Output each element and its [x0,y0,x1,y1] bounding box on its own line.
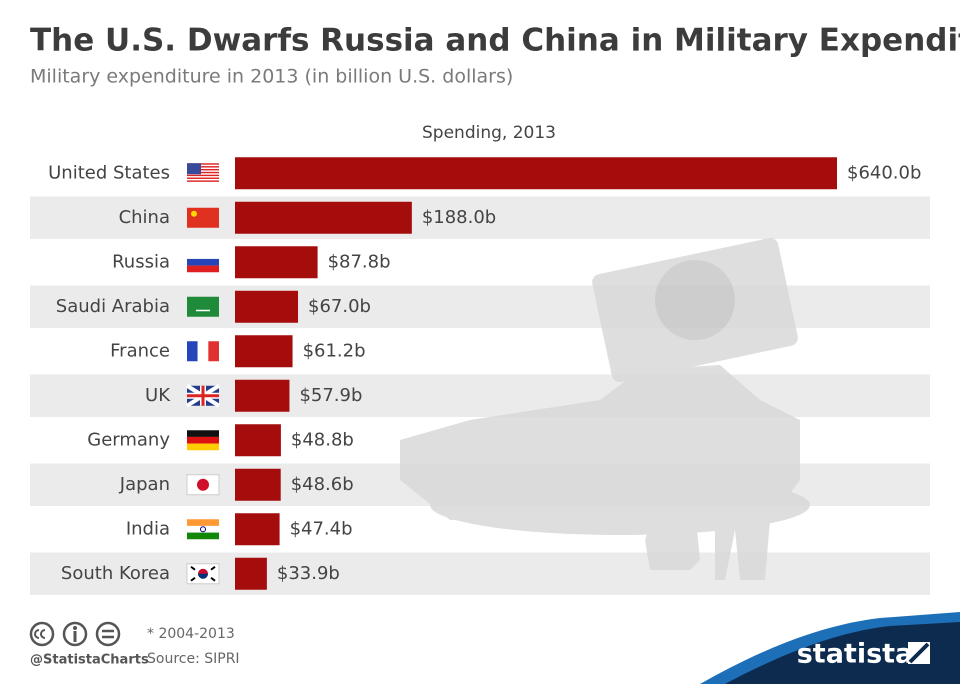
flag-part [187,341,198,362]
category-label: Germany [87,429,170,450]
flag [187,207,219,228]
flag-part [187,163,201,175]
flag-part [187,171,219,174]
bar [235,424,281,457]
flag [187,519,219,540]
flag-part [187,265,219,273]
value-label: $67.0b [308,296,371,317]
flag-part [208,341,219,362]
footer-swoosh [725,622,960,684]
flag-part [187,525,219,533]
category-label: China [119,207,170,228]
source: Source: SIPRI [147,651,240,667]
bar [235,246,318,279]
value-label: $87.8b [328,251,391,272]
category-label: Japan [119,474,170,495]
flag [187,430,219,451]
category-label: India [126,518,170,539]
row-band [30,552,930,595]
flag-part [187,430,219,437]
flag-part [187,532,219,540]
series-header: Spending, 2013 [422,123,556,143]
flag [187,252,219,273]
flag-part [187,296,219,317]
value-label: $48.6b [291,474,354,495]
bar [235,201,412,234]
value-label: $188.0b [422,207,496,228]
category-label: Saudi Arabia [56,296,170,317]
flag-part [187,385,219,406]
flag-part [187,436,219,444]
value-label: $47.4b [290,518,353,539]
category-label: UK [145,385,171,406]
brand-mark-slash [908,642,930,664]
category-label: South Korea [61,563,170,584]
bar [235,513,280,546]
flag [185,384,221,408]
chart-title: The U.S. Dwarfs Russia and China in Mili… [30,23,960,59]
bar [235,290,299,323]
bar [235,335,293,368]
flag-part [187,180,219,182]
bar [235,557,267,590]
bar [235,379,290,412]
chart-subtitle: Military expenditure in 2013 (in billion… [30,66,513,88]
bar [235,157,837,190]
value-label: $33.9b [277,563,340,584]
brand-logo: statista [797,639,914,670]
value-label: $61.2b [303,340,366,361]
flag [186,474,220,496]
flag-part [191,210,197,217]
row-band [30,374,930,417]
credit: @StatistaCharts [30,653,149,668]
category-label: United States [48,162,170,183]
category-label: France [110,340,170,361]
bar [235,468,281,501]
flag [186,563,220,585]
flag-part [197,478,209,491]
flag-part [187,168,219,171]
flag [187,163,219,182]
flag-part [198,573,208,579]
flag-part [187,174,219,177]
flag [187,341,219,362]
background-illustration [400,237,810,580]
flag-part [197,341,209,362]
flag-part [187,207,219,228]
row-band [30,196,930,239]
value-label: $640.0b [847,162,921,183]
flag-part [187,166,219,168]
license-icons [29,621,121,647]
flag-part [187,177,219,179]
flag-part [187,252,219,259]
flag-part [187,258,219,266]
flag-part [200,526,206,533]
flag [187,296,219,317]
value-label: $57.9b [299,385,362,406]
flag-part [196,309,210,312]
flag-part [187,443,219,451]
flag-part [190,565,216,582]
value-label: $48.8b [291,429,354,450]
category-label: Russia [112,251,170,272]
note: * 2004-2013 [147,626,235,642]
flag-part [187,163,219,165]
flag-part [187,519,219,526]
